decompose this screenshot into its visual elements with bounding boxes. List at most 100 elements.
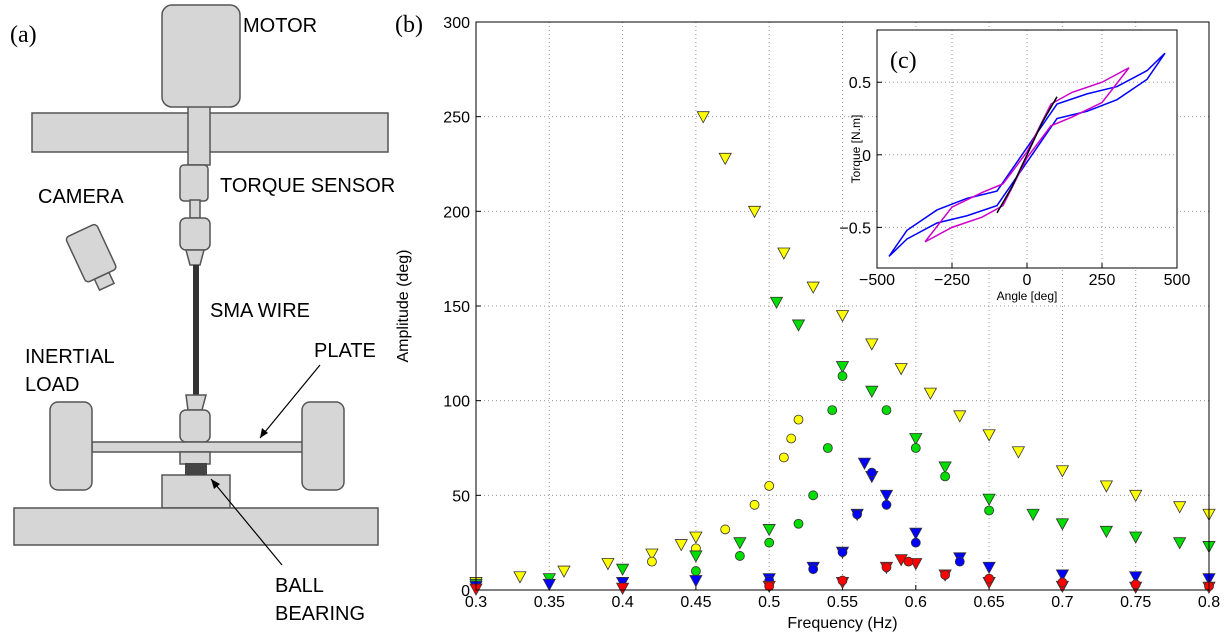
y-tick-label: 250 xyxy=(443,110,470,127)
point xyxy=(764,480,775,491)
x-tick-label: 0.65 xyxy=(974,594,1005,611)
y-axis-label: Torque [N.m] xyxy=(849,115,863,184)
point xyxy=(940,569,951,580)
point xyxy=(822,443,833,453)
series-line xyxy=(996,96,1058,214)
x-tick-label: 250 xyxy=(1089,272,1116,289)
motor-label: MOTOR xyxy=(243,15,317,37)
x-axis-label: Angle [deg] xyxy=(997,289,1058,303)
point xyxy=(786,433,797,444)
x-tick-label: 0.75 xyxy=(1120,594,1151,611)
x-tick-label: 0.6 xyxy=(905,594,927,611)
point xyxy=(857,457,872,470)
ball-bearing-label: BEARING xyxy=(275,603,365,625)
clamp xyxy=(185,249,205,266)
point xyxy=(865,338,879,351)
point xyxy=(691,566,701,576)
x-tick-label: 0.8 xyxy=(1198,594,1220,611)
point xyxy=(718,152,732,166)
x-tick-label: 0.5 xyxy=(758,594,780,611)
point xyxy=(938,461,952,474)
coupling xyxy=(189,199,201,219)
point xyxy=(601,558,615,571)
point xyxy=(542,578,556,592)
point xyxy=(837,371,848,381)
y-tick-label: 200 xyxy=(443,204,470,221)
point xyxy=(879,489,894,503)
ball-bearing xyxy=(185,463,207,475)
point xyxy=(953,410,967,423)
y-tick-label: 100 xyxy=(443,394,470,411)
point xyxy=(910,537,921,548)
point xyxy=(615,563,630,577)
y-axis-label: Amplitude (deg) xyxy=(395,250,412,363)
panel-label: (c) xyxy=(890,48,917,74)
point xyxy=(557,565,571,578)
x-tick-label: 0 xyxy=(1023,272,1032,289)
point xyxy=(747,205,762,219)
x-axis-label: Frequency (Hz) xyxy=(787,615,897,632)
camera-label: CAMERA xyxy=(38,186,124,208)
point xyxy=(881,562,892,573)
plate-label: PLATE xyxy=(314,340,376,362)
point xyxy=(881,499,892,510)
point xyxy=(1057,577,1068,588)
y-tick-label: 300 xyxy=(443,15,470,32)
chart: 0.3 0.35 0.4 0.45 0.5 0.55 0.6 0.65 0.7 0.75 0.8 0 5… xyxy=(395,12,1220,632)
inertial-load-label: LOAD xyxy=(25,374,79,396)
point xyxy=(793,518,804,529)
series-line xyxy=(924,67,1130,243)
plate-bar xyxy=(91,441,305,453)
point xyxy=(647,556,657,567)
shaft xyxy=(187,104,211,166)
coupling xyxy=(179,217,211,251)
point xyxy=(1055,569,1070,582)
point xyxy=(1055,465,1070,478)
point xyxy=(769,296,784,310)
sma-wire-label: SMA WIRE xyxy=(210,300,310,322)
chart: −500 −250 0 250 500 −0.5 0 0.5 Angle [deg] Torque… xyxy=(839,29,1190,303)
x-tick-label: 0.55 xyxy=(827,594,858,611)
motor-body xyxy=(161,4,241,108)
point xyxy=(762,524,776,537)
point xyxy=(1173,501,1187,514)
point xyxy=(910,443,921,453)
y-tick-label: 0.5 xyxy=(849,75,871,92)
point xyxy=(808,564,819,575)
point xyxy=(734,551,745,561)
inertial-load xyxy=(49,401,93,491)
camera-icon xyxy=(65,223,117,292)
point xyxy=(894,363,908,376)
point xyxy=(982,561,996,575)
point xyxy=(1026,508,1040,522)
x-tick-label: 0.4 xyxy=(611,594,633,611)
arrow xyxy=(259,364,321,439)
point xyxy=(764,537,775,548)
bottom-plate xyxy=(13,507,379,546)
point xyxy=(720,524,731,535)
point xyxy=(837,547,848,558)
point xyxy=(1099,525,1114,539)
torque-sensor-label: TORQUE SENSOR xyxy=(220,175,395,197)
point xyxy=(777,247,791,260)
point xyxy=(835,361,850,374)
point xyxy=(793,414,804,425)
inertial-load xyxy=(301,401,345,491)
point xyxy=(674,539,688,552)
point xyxy=(940,471,951,482)
point xyxy=(1099,480,1114,493)
series-line xyxy=(888,52,1166,257)
x-tick-label: −500 xyxy=(859,272,895,289)
point xyxy=(982,493,996,506)
axes-frame xyxy=(475,21,1210,591)
point xyxy=(827,405,838,416)
point xyxy=(1011,446,1026,459)
point xyxy=(982,429,996,442)
x-tick-label: 0.35 xyxy=(534,594,565,611)
y-tick-label: 150 xyxy=(443,299,470,316)
y-tick-label: −0.5 xyxy=(839,220,871,237)
point xyxy=(1129,571,1143,584)
point xyxy=(909,527,923,541)
point xyxy=(806,281,820,294)
arrow-head xyxy=(260,428,268,438)
